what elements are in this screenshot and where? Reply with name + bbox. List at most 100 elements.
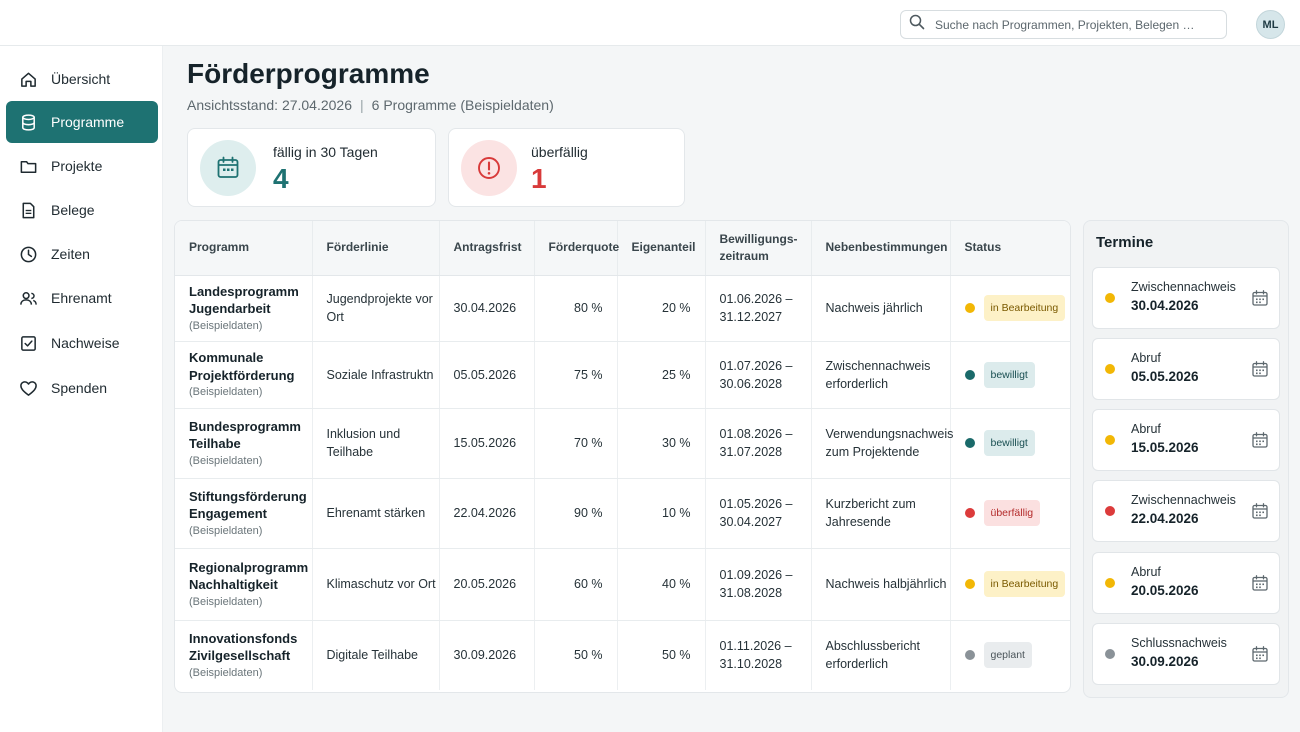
program-name[interactable]: Regionalprogramm Nachhaltigkeit (189, 559, 309, 593)
sidebar-item-zeiten[interactable]: Zeiten (6, 233, 158, 275)
termin-card[interactable]: Zwischennachweis 22.04.2026 (1092, 480, 1280, 542)
cell-nebenbestimmungen: Zwischennachweis erforderlich (811, 341, 951, 409)
sidebar-item-ehrenamt[interactable]: Ehrenamt (6, 277, 158, 319)
program-note: (Beispieldaten) (189, 524, 263, 537)
table-row[interactable]: Kommunale Projektförderung (Beispieldate… (175, 341, 1070, 409)
calendar-icon[interactable] (1251, 502, 1269, 520)
users-icon (18, 288, 38, 308)
termin-type: Abruf (1131, 422, 1161, 436)
termin-date: 15.05.2026 (1131, 440, 1199, 455)
kpi-value: 4 (273, 163, 289, 194)
sidebar-item-programme[interactable]: Programme (6, 101, 158, 143)
calendar-icon[interactable] (1251, 574, 1269, 592)
termin-card[interactable]: Abruf 15.05.2026 (1092, 409, 1280, 471)
program-name[interactable]: Stiftungsförderung Engagement (189, 488, 307, 522)
status-badge: bewilligt (983, 430, 1035, 456)
program-name[interactable]: Kommunale Projektförderung (189, 350, 295, 383)
status: überfällig (964, 500, 1071, 526)
sidebar: Übersicht Programme Projekte Belege Zeit… (0, 46, 163, 732)
column-header-eigenanteil[interactable]: Eigenanteil (617, 221, 706, 276)
table-row[interactable]: Regionalprogramm Nachhaltigkeit (Beispie… (175, 548, 1071, 621)
status: in Bearbeitung (964, 295, 1071, 321)
table-row[interactable]: Stiftungsförderung Engagement (Beispield… (175, 478, 1071, 549)
cell-status: in Bearbeitung (950, 548, 1071, 621)
calendar-icon (200, 140, 256, 196)
termin-date: 22.04.2026 (1131, 511, 1199, 526)
termin-status-dot (1105, 364, 1115, 374)
search-icon (909, 14, 925, 35)
column-header-foerderlinie[interactable]: Förderlinie (312, 221, 440, 276)
cell-programm: Stiftungsförderung Engagement (Beispield… (175, 478, 313, 549)
calendar-icon[interactable] (1251, 645, 1269, 663)
termin-card[interactable]: Abruf 20.05.2026 (1092, 552, 1280, 614)
sidebar-item-belege[interactable]: Belege (6, 189, 158, 231)
cell-programm: Kommunale Projektförderung (Beispieldate… (175, 341, 313, 409)
heart-icon (18, 378, 38, 398)
sidebar-item-label: Programme (51, 114, 125, 130)
cell-eigenanteil: 30 % (617, 408, 706, 479)
page-subtitle: Ansichtsstand: 27.04.2026 | 6 Programme (B… (187, 97, 554, 113)
table-row[interactable]: Innovationsfonds Zivilgesellschaft (Beis… (175, 620, 1070, 690)
program-name[interactable]: Innovationsfonds Zivilgesellschaft (189, 630, 298, 664)
termin-card[interactable]: Schlussnachweis 30.09.2026 (1092, 623, 1280, 685)
termin-date: 20.05.2026 (1131, 583, 1199, 598)
cell-nebenbestimmungen: Kurzbericht zum Jahresende (811, 478, 951, 549)
cell-foerderlinie: Digitale Teilhabe (312, 620, 440, 690)
cell-antragsfrist: 30.09.2026 (439, 620, 535, 690)
cell-nebenbestimmungen: Verwendungsnachweis zum Projektende (811, 408, 953, 479)
sidebar-item-nachweise[interactable]: Nachweise (6, 322, 158, 364)
table-row[interactable]: Bundesprogramm Teilhabe (Beispieldaten) … (175, 408, 1070, 479)
column-header-foerderquote[interactable]: Förderquote (534, 221, 619, 276)
cell-status: in Bearbeitung (950, 275, 1071, 342)
calendar-icon[interactable] (1251, 289, 1269, 307)
kpi-label: überfällig (531, 144, 588, 160)
kpi-overdue[interactable]: überfällig 1 (448, 128, 685, 207)
sidebar-item-label: Spenden (51, 380, 108, 396)
cell-nebenbestimmungen: Nachweis jährlich (811, 275, 951, 342)
cell-foerderquote: 60 % (534, 548, 618, 621)
column-header-bewilligungszeitraum[interactable]: Bewilligungs- zeitraum (705, 221, 812, 276)
termin-type: Zwischennachweis (1131, 280, 1236, 294)
as-of-date: Ansichtsstand: 27.04.2026 (187, 97, 353, 113)
cell-eigenanteil: 40 % (617, 548, 706, 621)
termin-status-dot (1105, 293, 1115, 303)
sidebar-item-label: Ehrenamt (51, 290, 112, 306)
table-row[interactable]: Landesprogramm Jugendarbeit (Beispieldat… (175, 275, 1071, 342)
program-note: (Beispieldaten) (189, 454, 263, 467)
column-header-antragsfrist[interactable]: Antragsfrist (439, 221, 535, 276)
search-box[interactable] (900, 10, 1227, 39)
status: in Bearbeitung (964, 571, 1071, 597)
column-header-status[interactable]: Status (950, 221, 1070, 276)
termin-date: 30.09.2026 (1131, 654, 1199, 669)
table-header-row: Programm Förderlinie Antragsfrist Förder… (175, 221, 1070, 276)
status-badge: überfällig (983, 500, 1041, 526)
calendar-icon[interactable] (1251, 431, 1269, 449)
cell-eigenanteil: 20 % (617, 275, 706, 342)
termin-date: 30.04.2026 (1131, 298, 1199, 313)
sidebar-item-label: Projekte (51, 158, 103, 174)
calendar-icon[interactable] (1251, 360, 1269, 378)
kpi-due-30-days[interactable]: fällig in 30 Tagen 4 (187, 128, 436, 207)
termin-card[interactable]: Abruf 05.05.2026 (1092, 338, 1280, 400)
termin-status-dot (1105, 435, 1115, 445)
sidebar-item-uebersicht[interactable]: Übersicht (6, 58, 158, 100)
document-icon (18, 200, 38, 220)
program-count: 6 Programme (Beispieldaten) (371, 97, 554, 113)
sidebar-item-projekte[interactable]: Projekte (6, 145, 158, 187)
status-badge: bewilligt (983, 361, 1035, 388)
termin-card[interactable]: Zwischennachweis 30.04.2026 (1092, 267, 1280, 329)
status-dot (964, 438, 975, 448)
cell-bewilligungszeitraum: 01.08.2026 – 31.07.2028 (705, 408, 812, 479)
search-input[interactable] (935, 17, 1225, 32)
cell-foerderquote: 50 % (534, 620, 618, 690)
column-header-programm[interactable]: Programm (175, 221, 313, 276)
program-name[interactable]: Bundesprogramm Teilhabe (189, 418, 301, 452)
avatar[interactable]: ML (1256, 10, 1285, 39)
sidebar-item-spenden[interactable]: Spenden (6, 367, 158, 409)
termin-type: Abruf (1131, 565, 1161, 579)
termin-status-dot (1105, 578, 1115, 588)
termine-panel: Termine Zwischennachweis 30.04.2026 Abru… (1083, 220, 1289, 698)
column-header-nebenbestimmungen[interactable]: Nebenbestimmungen (811, 221, 951, 276)
cell-antragsfrist: 20.05.2026 (439, 548, 535, 621)
program-name[interactable]: Landesprogramm Jugendarbeit (189, 283, 299, 317)
